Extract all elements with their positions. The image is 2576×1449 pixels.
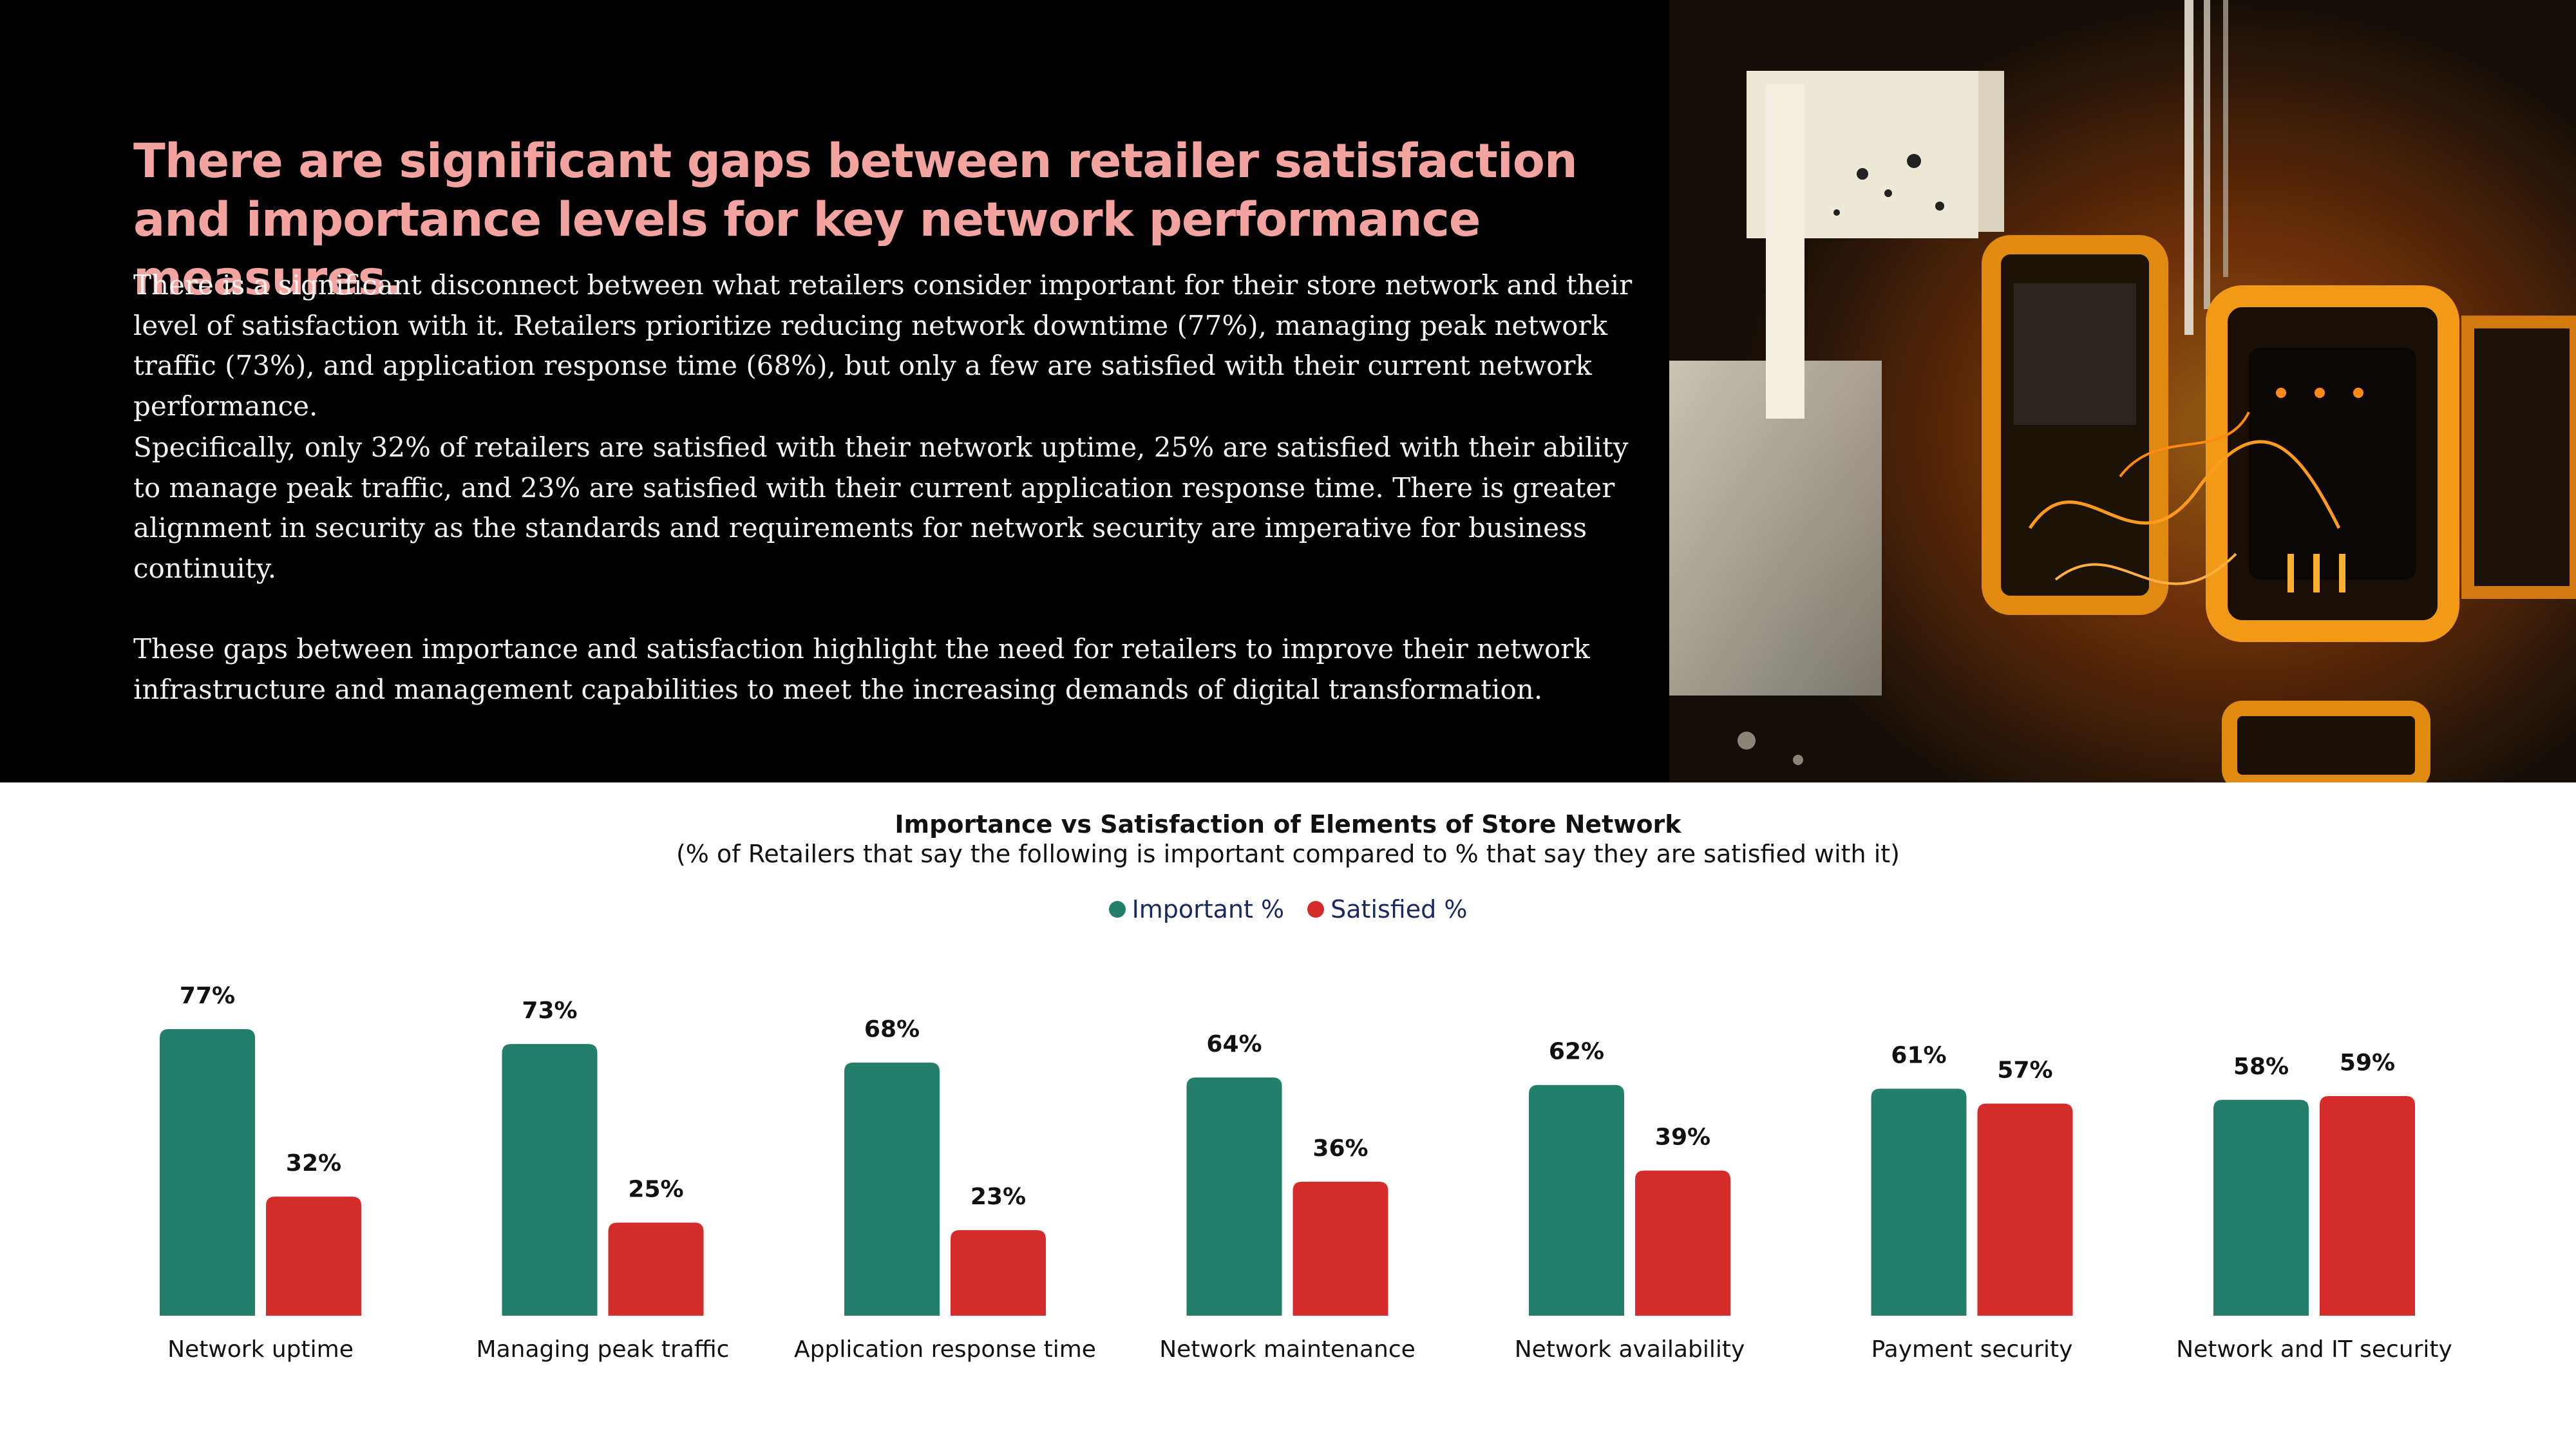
data-label-important-payment-security: 61%	[1891, 1042, 1946, 1068]
bar-important-network-uptime	[160, 1029, 255, 1316]
category-label-network-and-it-security: Network and IT security	[2176, 1336, 2452, 1363]
bar-satisfied-managing-peak-traffic	[608, 1222, 704, 1316]
chart-title: Importance vs Satisfaction of Elements o…	[895, 810, 1681, 838]
data-label-satisfied-managing-peak-traffic: 25%	[628, 1177, 683, 1203]
category-label-network-uptime: Network uptime	[167, 1336, 354, 1363]
chart-legend: Important % Satisfied %	[0, 895, 2576, 923]
data-label-satisfied-application-response-time: 23%	[971, 1184, 1026, 1210]
bar-satisfied-payment-security	[1977, 1103, 2073, 1316]
important-legend-dot-icon	[1108, 901, 1126, 918]
bar-important-network-maintenance	[1186, 1077, 1282, 1316]
circuit-artwork	[1669, 0, 2576, 782]
data-label-satisfied-network-uptime: 32%	[286, 1150, 341, 1177]
legend-item-satisfied: Satisfied %	[1307, 895, 1467, 923]
satisfied-legend-dot-icon	[1307, 901, 1325, 918]
bar-important-network-and-it-security	[2213, 1099, 2309, 1316]
bar-important-managing-peak-traffic	[502, 1044, 598, 1316]
category-label-managing-peak-traffic: Managing peak traffic	[477, 1336, 730, 1363]
bar-important-payment-security	[1871, 1088, 1967, 1316]
bar-satisfied-network-availability	[1635, 1170, 1730, 1316]
intro-paragraph: There is a significant disconnect betwee…	[133, 269, 1633, 422]
legend-label-satisfied: Satisfied %	[1331, 895, 1468, 923]
category-label-application-response-time: Application response time	[794, 1336, 1096, 1363]
data-label-important-network-and-it-security: 58%	[2233, 1054, 2289, 1080]
legend-label-important: Important %	[1132, 895, 1285, 923]
bar-satisfied-network-maintenance	[1293, 1181, 1388, 1316]
bar-satisfied-network-and-it-security	[2320, 1096, 2415, 1316]
category-label-network-maintenance: Network maintenance	[1159, 1336, 1416, 1363]
data-label-important-managing-peak-traffic: 73%	[522, 998, 577, 1024]
bar-chart: 77% 32% Network uptime 73% 25% Managing peak …	[160, 983, 2452, 1363]
bar-satisfied-network-uptime	[266, 1197, 361, 1316]
bar-important-application-response-time	[844, 1063, 940, 1316]
data-label-important-application-response-time: 68%	[864, 1016, 920, 1043]
data-label-satisfied-payment-security: 57%	[1997, 1057, 2052, 1084]
data-label-satisfied-network-and-it-security: 59%	[2340, 1050, 2395, 1076]
detail-paragraph: Specifically, only 32% of retailers are …	[133, 431, 1629, 584]
conclusion-paragraph: These gaps between importance and satisf…	[133, 633, 1590, 705]
bar-satisfied-application-response-time	[951, 1230, 1046, 1316]
data-label-satisfied-network-maintenance: 36%	[1312, 1135, 1368, 1162]
category-label-payment-security: Payment security	[1871, 1336, 2073, 1363]
chart-subtitle: (% of Retailers that say the following i…	[676, 840, 1900, 868]
data-label-satisfied-network-availability: 39%	[1655, 1124, 1710, 1151]
data-label-important-network-maintenance: 64%	[1206, 1031, 1262, 1057]
data-label-important-network-uptime: 77%	[180, 983, 235, 1009]
data-label-important-network-availability: 62%	[1549, 1039, 1604, 1065]
bar-important-network-availability	[1529, 1084, 1624, 1316]
page-title: There are significant gaps between retai…	[133, 134, 1578, 306]
category-label-network-availability: Network availability	[1515, 1336, 1745, 1363]
hero-artwork-image	[1669, 0, 2576, 782]
legend-item-important: Important %	[1108, 895, 1285, 923]
